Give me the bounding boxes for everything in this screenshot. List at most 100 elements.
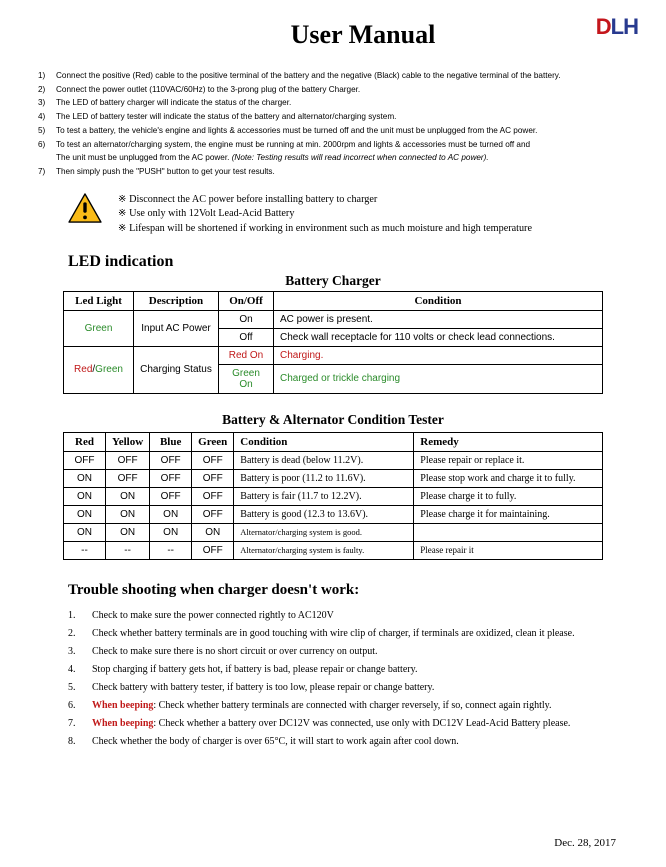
col-condition: Condition [274, 291, 603, 310]
table-row: ------OFFAlternator/charging system is f… [64, 541, 603, 559]
cell-cond: Charging. [274, 346, 603, 364]
step-text: The unit must be unplugged from the AC p… [56, 152, 628, 165]
warning-item: Lifespan will be shortened if working in… [118, 222, 532, 237]
trouble-item: 8.Check whether the body of charger is o… [68, 733, 628, 751]
cell: OFF [106, 469, 150, 487]
trouble-item: 5.Check battery with battery tester, if … [68, 679, 628, 697]
step-number: 6) [38, 139, 56, 152]
led-indication-heading: LED indication [68, 253, 628, 271]
step-item: 7)Then simply push the "PUSH" button to … [38, 166, 628, 179]
trouble-number: 4. [68, 661, 92, 679]
cell: Battery is good (12.3 to 13.6V). [234, 505, 414, 523]
step-note: (Note: Testing results will read incorre… [232, 153, 489, 162]
page: User Manual DLH 1)Connect the positive (… [0, 0, 666, 867]
cell-led: Red/Green [64, 346, 134, 393]
battery-charger-table-title: Battery Charger [38, 273, 628, 289]
cell-onoff: Green On [219, 364, 274, 393]
trouble-number: 5. [68, 679, 92, 697]
warning-triangle-icon [68, 193, 102, 223]
warning-list: Disconnect the AC power before installin… [118, 193, 532, 237]
cell: Battery is fair (11.7 to 12.2V). [234, 487, 414, 505]
cell: ON [64, 487, 106, 505]
table-row: Red/Green Charging Status Red On Chargin… [64, 346, 603, 364]
cell: Battery is poor (11.2 to 11.6V). [234, 469, 414, 487]
trouble-text: When beeping: Check whether battery term… [92, 697, 552, 715]
cell: OFF [192, 541, 234, 559]
col-header: Red [64, 432, 106, 451]
warning-item: Disconnect the AC power before installin… [118, 193, 532, 208]
cell: OFF [150, 451, 192, 469]
battery-charger-table: Led Light Description On/Off Condition G… [63, 291, 603, 394]
cell-cond: Check wall receptacle for 110 volts or c… [274, 328, 603, 346]
logo-h: H [623, 14, 638, 39]
step-text: Connect the positive (Red) cable to the … [56, 70, 628, 83]
step-item: 2)Connect the power outlet (110VAC/60Hz)… [38, 84, 628, 97]
col-header: Yellow [106, 432, 150, 451]
trouble-item: 6.When beeping: Check whether battery te… [68, 697, 628, 715]
step-item: 6)To test an alternator/charging system,… [38, 139, 628, 152]
cell-led: Green [64, 310, 134, 346]
cell: ON [64, 523, 106, 541]
cell: -- [106, 541, 150, 559]
trouble-number: 2. [68, 625, 92, 643]
trouble-prefix: When beeping [92, 700, 153, 711]
table-row: OFFOFFOFFOFFBattery is dead (below 11.2V… [64, 451, 603, 469]
cell: Please charge it for maintaining. [414, 505, 603, 523]
col-header: Green [192, 432, 234, 451]
trouble-number: 7. [68, 715, 92, 733]
cell: -- [150, 541, 192, 559]
cell: ON [106, 487, 150, 505]
cell: Alternator/charging system is faulty. [234, 541, 414, 559]
cell: OFF [150, 487, 192, 505]
trouble-text: Stop charging if battery gets hot, if ba… [92, 661, 417, 679]
step-number: 2) [38, 84, 56, 97]
cell: ON [64, 505, 106, 523]
step-number: 5) [38, 125, 56, 138]
cell: Please repair or replace it. [414, 451, 603, 469]
brand-logo: DLH [596, 14, 638, 40]
cell: Please charge it to fully. [414, 487, 603, 505]
table-row: ONONONOFFBattery is good (12.3 to 13.6V)… [64, 505, 603, 523]
trouble-text: Check battery with battery tester, if ba… [92, 679, 434, 697]
col-header: Condition [234, 432, 414, 451]
table-row: ONONOFFOFFBattery is fair (11.7 to 12.2V… [64, 487, 603, 505]
step-text: To test an alternator/charging system, t… [56, 139, 628, 152]
cell: OFF [192, 505, 234, 523]
header: User Manual DLH [38, 20, 628, 60]
cell-onoff: Off [219, 328, 274, 346]
cell: OFF [192, 469, 234, 487]
col-header: Blue [150, 432, 192, 451]
page-title: User Manual [291, 20, 436, 50]
table-header-row: RedYellowBlueGreenConditionRemedy [64, 432, 603, 451]
cell: ON [106, 505, 150, 523]
table-header-row: Led Light Description On/Off Condition [64, 291, 603, 310]
tester-table-title: Battery & Alternator Condition Tester [38, 412, 628, 428]
trouble-item: 2.Check whether battery terminals are in… [68, 625, 628, 643]
logo-d: D [596, 14, 611, 39]
col-header: Remedy [414, 432, 603, 451]
logo-l: L [611, 14, 623, 39]
cell: OFF [106, 451, 150, 469]
cell: ON [106, 523, 150, 541]
col-onoff: On/Off [219, 291, 274, 310]
trouble-text: Check whether battery terminals are in g… [92, 625, 575, 643]
trouble-item: 1.Check to make sure the power connected… [68, 607, 628, 625]
troubleshooting-heading: Trouble shooting when charger doesn't wo… [68, 582, 628, 599]
trouble-text: When beeping: Check whether a battery ov… [92, 715, 570, 733]
cell-cond: Charged or trickle charging [274, 364, 603, 393]
tester-table: RedYellowBlueGreenConditionRemedyOFFOFFO… [63, 432, 603, 560]
step-number: 3) [38, 97, 56, 110]
cell: Please stop work and charge it to fully. [414, 469, 603, 487]
trouble-item: 4.Stop charging if battery gets hot, if … [68, 661, 628, 679]
step-number: 7) [38, 166, 56, 179]
warning-block: Disconnect the AC power before installin… [68, 193, 628, 237]
warning-item: Use only with 12Volt Lead-Acid Battery [118, 207, 532, 222]
cell: OFF [192, 487, 234, 505]
cell: Please repair it [414, 541, 603, 559]
step-text: The LED of battery tester will indicate … [56, 111, 628, 124]
step-item: 4)The LED of battery tester will indicat… [38, 111, 628, 124]
step-text: Connect the power outlet (110VAC/60Hz) t… [56, 84, 628, 97]
trouble-text: Check to make sure there is no short cir… [92, 643, 377, 661]
step-text: Then simply push the "PUSH" button to ge… [56, 166, 628, 179]
troubleshooting-list: 1.Check to make sure the power connected… [38, 607, 628, 751]
